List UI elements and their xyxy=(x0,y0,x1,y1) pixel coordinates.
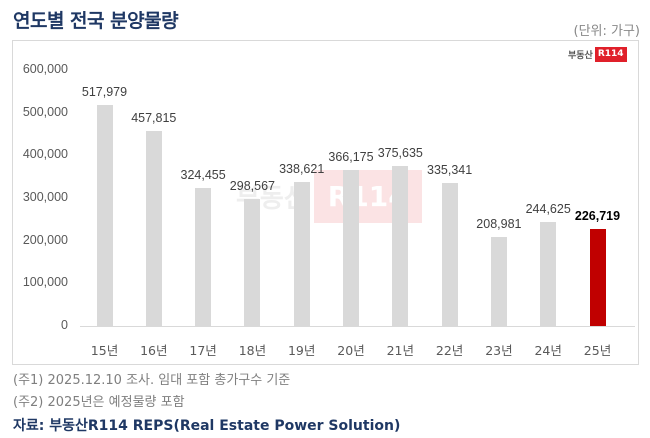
value-label: 517,979 xyxy=(81,84,128,99)
value-label: 226,719 xyxy=(574,209,621,224)
y-tick-label: 600,000 xyxy=(22,62,68,76)
y-tick-label: 300,000 xyxy=(22,190,68,204)
bar-23년 xyxy=(490,236,507,326)
logo-text: 부동산 xyxy=(568,51,593,61)
chart-frame xyxy=(12,40,639,365)
x-tick-label: 23년 xyxy=(485,343,513,358)
y-tick-label: 200,000 xyxy=(22,232,68,247)
bar-21년 xyxy=(392,165,409,326)
x-tick-label: 15년 xyxy=(90,343,119,358)
footnote-2: (주2) 2025년은 예정물량 포함 xyxy=(13,395,185,410)
bar-22년 xyxy=(441,182,458,326)
value-label: 335,341 xyxy=(427,162,473,177)
source-note: 자료: 부동산R114 REPS(Real Estate Power Solut… xyxy=(13,418,401,434)
x-tick-label: 25년 xyxy=(583,343,612,358)
footnote-1: (주1) 2025.12.10 조사. 임대 포함 총가구수 기준 xyxy=(13,373,291,388)
bar-18년 xyxy=(244,198,261,326)
chart-title: 연도별 전국 분양물량 xyxy=(13,10,179,32)
x-tick-label: 17년 xyxy=(189,343,217,358)
value-label: 366,175 xyxy=(328,149,374,164)
x-tick-label: 24년 xyxy=(534,343,562,358)
bar-16년 xyxy=(145,130,162,326)
bar-20년 xyxy=(343,169,359,326)
y-tick-label: 500,000 xyxy=(22,104,68,119)
bar-15년 xyxy=(96,104,113,326)
value-label: 244,625 xyxy=(525,201,571,216)
x-tick-label: 22년 xyxy=(435,343,464,358)
value-label: 375,635 xyxy=(377,145,423,160)
x-tick-label: 19년 xyxy=(287,343,316,358)
unit-label: (단위: 가구) xyxy=(573,24,641,39)
value-label: 298,567 xyxy=(229,178,275,193)
x-tick-label: 18년 xyxy=(238,343,267,358)
x-tick-label: 20년 xyxy=(337,343,365,358)
logo-badge: R114 xyxy=(594,47,627,62)
x-tick-label: 21년 xyxy=(386,343,414,358)
x-tick-label: 16년 xyxy=(140,343,168,358)
bar-19년 xyxy=(293,181,310,326)
y-tick-label: 100,000 xyxy=(22,275,68,290)
x-axis-line xyxy=(80,326,635,327)
value-label: 457,815 xyxy=(131,110,177,125)
value-label: 338,621 xyxy=(279,161,325,176)
value-label: 208,981 xyxy=(476,216,522,231)
bar-17년 xyxy=(195,187,212,326)
value-label: 324,455 xyxy=(180,167,226,182)
bar-25년 xyxy=(589,229,606,326)
r114-logo: 부동산 R114 xyxy=(568,47,627,62)
y-tick-label: 0 xyxy=(61,318,68,332)
bar-24년 xyxy=(540,221,557,326)
y-tick-label: 400,000 xyxy=(22,147,68,162)
